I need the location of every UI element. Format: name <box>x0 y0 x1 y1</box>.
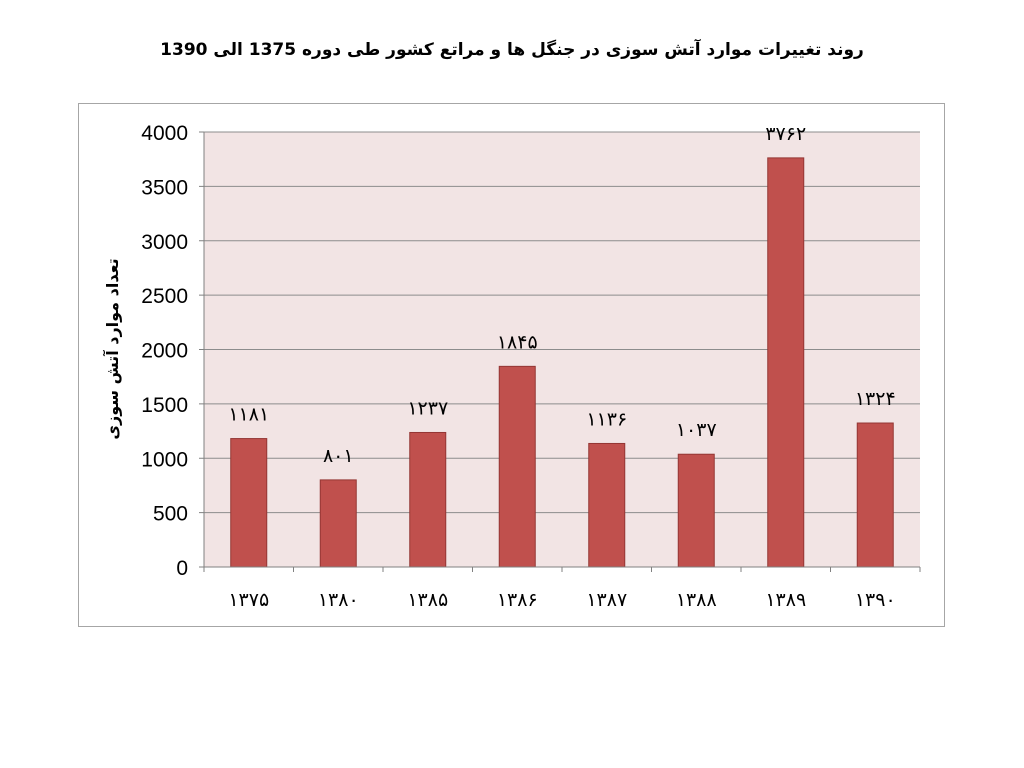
bar-value-label: ۱۱۸۱ <box>228 404 269 426</box>
y-axis-ticks: 0 500 1000 1500 2000 2500 3000 3500 4000 <box>141 122 204 580</box>
x-tick-label: ۱۳۹۰ <box>855 589 896 611</box>
bar-value-label: ۱۸۴۵ <box>497 331 538 353</box>
x-tick-label: ۱۳۷۵ <box>228 589 269 611</box>
y-tick-label: 2000 <box>141 340 188 363</box>
x-tick-label: ۱۳۸۰ <box>318 589 359 611</box>
y-tick-label: 4000 <box>141 122 188 145</box>
bar <box>230 438 268 568</box>
y-tick-label: 2500 <box>141 285 188 308</box>
bar <box>319 479 357 568</box>
bar-value-label: ۱۲۳۷ <box>407 397 448 419</box>
y-tick-label: 0 <box>176 557 188 580</box>
x-tick-label: ۱۳۸۷ <box>586 589 627 611</box>
y-axis-label: تعداد موارد آتش سوزی <box>102 258 122 439</box>
bar <box>856 422 894 568</box>
bar <box>677 453 715 568</box>
value-labels: ۱۱۸۱ ۸۰۱ ۱۲۳۷ ۱۸۴۵ ۱۱۳۶ ۱۰۳۷ ۳۷۶۲ ۱۳۲۴ <box>228 123 895 467</box>
bar <box>588 442 626 568</box>
bar <box>409 431 447 568</box>
bar-value-label: ۱۱۳۶ <box>586 408 627 430</box>
x-axis-ticks: ۱۳۷۵ ۱۳۸۰ ۱۳۸۵ ۱۳۸۶ ۱۳۸۷ ۱۳۸۸ ۱۳۸۹ ۱۳۹۰ <box>203 567 921 611</box>
bar-value-label: ۸۰۱ <box>323 445 354 467</box>
bar-value-label: ۳۷۶۲ <box>765 123 806 145</box>
bar-value-label: ۱۳۲۴ <box>855 388 896 410</box>
x-tick-label: ۱۳۸۶ <box>497 589 538 611</box>
bar <box>498 365 536 568</box>
bars <box>230 157 894 568</box>
x-tick-label: ۱۳۸۹ <box>765 589 806 611</box>
bar-value-label: ۱۰۳۷ <box>676 419 717 441</box>
y-tick-label: 1000 <box>141 448 188 471</box>
x-tick-label: ۱۳۸۸ <box>676 589 717 611</box>
y-tick-label: 3500 <box>141 176 188 199</box>
chart-title: روند تغییرات موارد آتش سوزی در جنگل ها و… <box>160 40 864 60</box>
y-tick-label: 3000 <box>141 231 188 254</box>
y-tick-label: 1500 <box>141 394 188 417</box>
x-tick-label: ۱۳۸۵ <box>407 589 448 611</box>
bar <box>767 157 805 568</box>
y-tick-label: 500 <box>153 503 188 526</box>
